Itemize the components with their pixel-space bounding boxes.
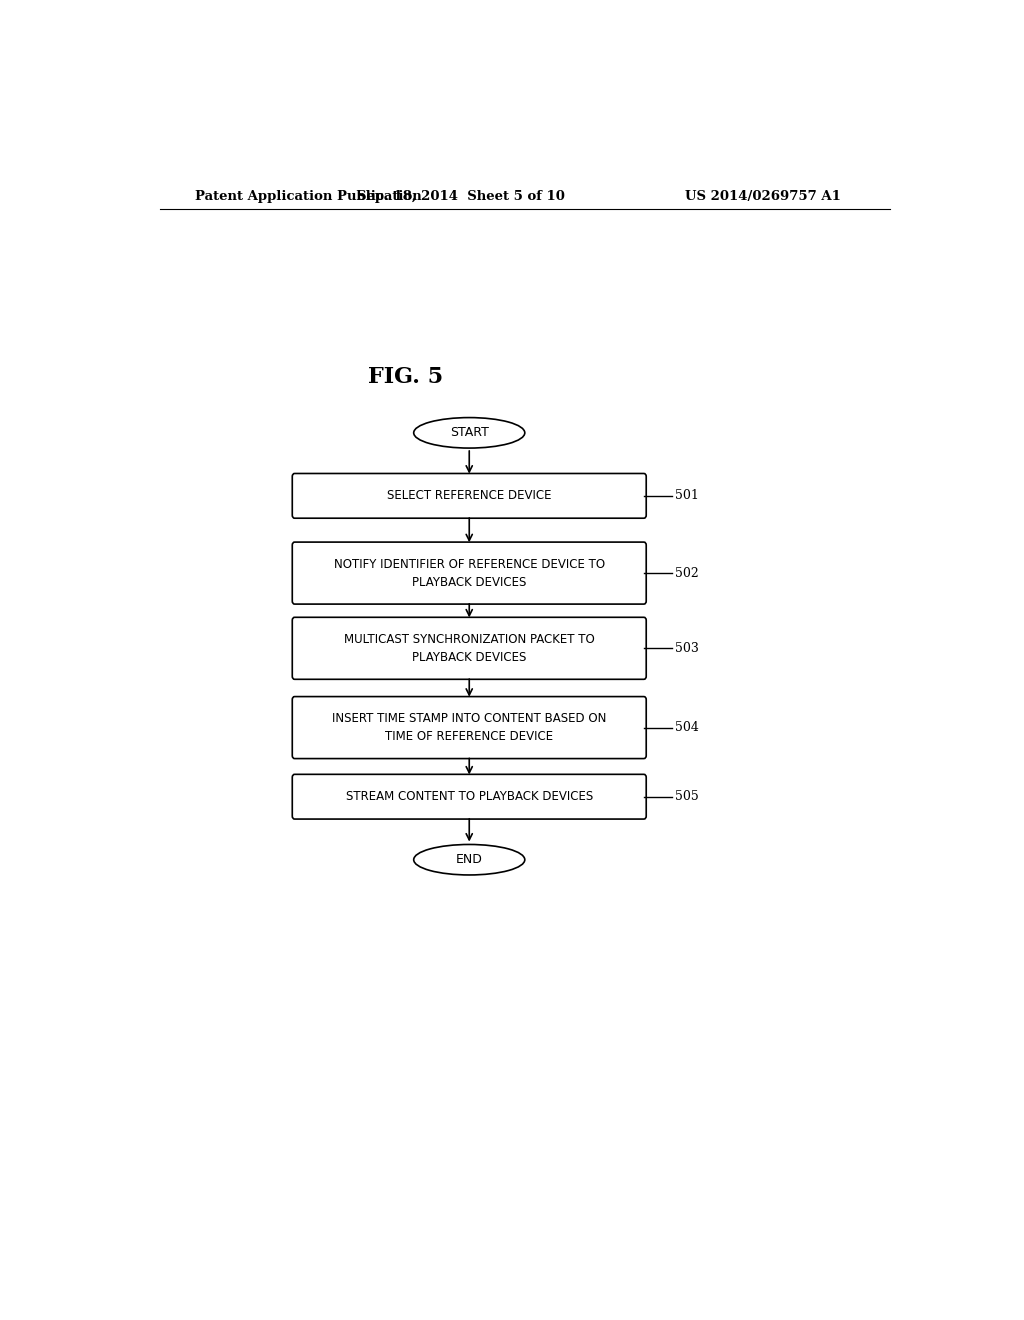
Text: MULTICAST SYNCHRONIZATION PACKET TO
PLAYBACK DEVICES: MULTICAST SYNCHRONIZATION PACKET TO PLAY… — [344, 632, 595, 664]
FancyBboxPatch shape — [292, 775, 646, 818]
Text: START: START — [450, 426, 488, 440]
Text: INSERT TIME STAMP INTO CONTENT BASED ON
TIME OF REFERENCE DEVICE: INSERT TIME STAMP INTO CONTENT BASED ON … — [332, 711, 606, 743]
FancyBboxPatch shape — [292, 697, 646, 759]
Text: Sep. 18, 2014  Sheet 5 of 10: Sep. 18, 2014 Sheet 5 of 10 — [357, 190, 565, 202]
Ellipse shape — [414, 417, 524, 447]
FancyBboxPatch shape — [292, 474, 646, 519]
FancyBboxPatch shape — [292, 618, 646, 680]
FancyBboxPatch shape — [292, 543, 646, 605]
Text: NOTIFY IDENTIFIER OF REFERENCE DEVICE TO
PLAYBACK DEVICES: NOTIFY IDENTIFIER OF REFERENCE DEVICE TO… — [334, 557, 605, 589]
Text: 505: 505 — [675, 791, 698, 803]
Text: 502: 502 — [675, 566, 698, 579]
Text: Patent Application Publication: Patent Application Publication — [196, 190, 422, 202]
Text: 503: 503 — [675, 642, 698, 655]
Text: 501: 501 — [675, 490, 698, 503]
Text: SELECT REFERENCE DEVICE: SELECT REFERENCE DEVICE — [387, 490, 552, 503]
Text: STREAM CONTENT TO PLAYBACK DEVICES: STREAM CONTENT TO PLAYBACK DEVICES — [346, 791, 593, 803]
Ellipse shape — [414, 845, 524, 875]
Text: 504: 504 — [675, 721, 698, 734]
Text: END: END — [456, 853, 482, 866]
Text: US 2014/0269757 A1: US 2014/0269757 A1 — [685, 190, 841, 202]
Text: FIG. 5: FIG. 5 — [369, 366, 443, 388]
